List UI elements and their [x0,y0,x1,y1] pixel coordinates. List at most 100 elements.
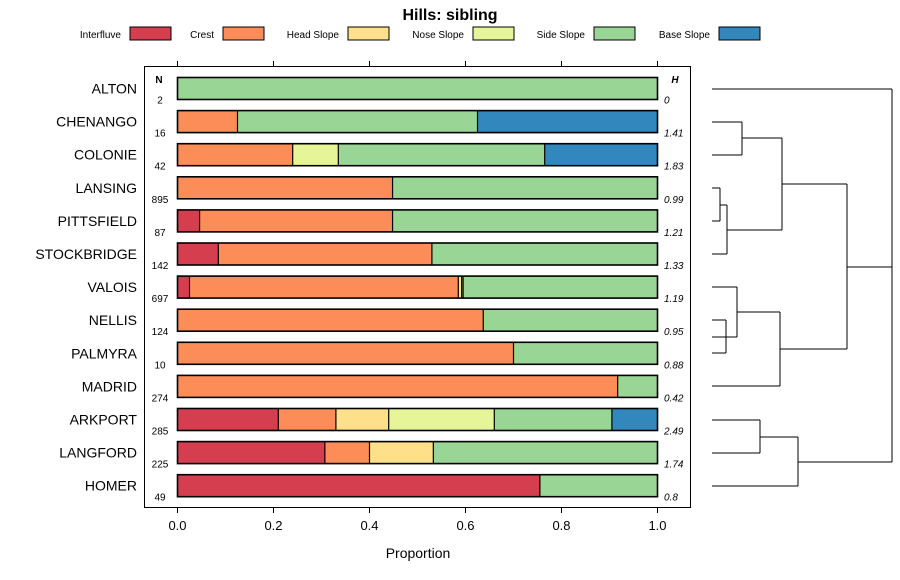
bar-row-madrid: MADRID 274 0.42 [82,374,684,404]
h-value: 1.19 [664,294,684,305]
row-label: PITTSFIELD [58,213,137,229]
bar-segment-crest [177,375,618,398]
bar-row-chenango: CHENANGO 16 1.41 [56,109,683,140]
bar-row-colonie: COLONIE 42 1.83 [74,142,684,173]
legend-swatch-head-slope [347,26,390,41]
h-value: 2.49 [663,427,684,438]
bar-segment-side-slope [392,209,658,232]
bar-row-lansing: LANSING 895 0.99 [76,176,684,206]
row-label: LANSING [76,180,137,196]
plot-frame [144,66,691,508]
bar-row-stockbridge: STOCKBRIDGE 142 1.33 [35,242,684,272]
bar-segment-crest [177,143,293,166]
bar-outline [176,209,659,233]
bar-outline [176,407,659,432]
row-label: HOMER [85,478,137,494]
row-label: ALTON [92,81,137,97]
h-value: 1.33 [664,261,684,272]
bar-segment-side-slope [177,77,658,100]
n-value: 10 [154,360,166,371]
x-tick-label: 0.4 [360,518,378,533]
legend-label-nose-slope: Nose Slope [412,30,464,41]
bar-row-arkport: ARKPORT 285 2.49 [70,407,684,438]
h-value: 0 [664,96,670,107]
legend-swatch-crest [222,26,265,41]
bar-segment-base-slope [611,408,658,431]
bar-row-langford: LANGFORD 225 1.74 [59,440,684,471]
n-value: 285 [152,427,169,438]
n-value: 16 [154,129,166,140]
bar-segment-crest [199,209,393,232]
bar-segment-crest [177,176,393,199]
bar-outline [176,76,659,101]
x-tick-label: 0.2 [264,518,282,533]
h-value: 0.95 [664,327,684,338]
bar-segment-nose-slope [461,276,464,299]
h-value: 0.88 [664,360,684,371]
row-label: STOCKBRIDGE [35,246,137,262]
bar-segment-interfluve [177,441,325,464]
h-value: 1.21 [664,228,683,239]
n-value: 49 [154,493,166,504]
bar-outline [176,440,659,465]
bar-row-alton: ALTON 2 0 [92,76,670,107]
bar-segment-nose-slope [292,143,339,166]
dendrogram [712,88,893,487]
n-value: 142 [152,261,169,272]
bar-segment-crest [177,309,484,332]
bar-outline [176,473,659,498]
legend-label-base-slope: Base Slope [659,30,711,41]
bar-segment-side-slope [431,243,658,265]
n-header: N [155,75,162,86]
row-label: COLONIE [74,147,137,163]
n-value: 87 [154,228,166,239]
n-value: 895 [152,195,169,206]
bar-row-nellis: NELLIS 124 0.95 [89,308,684,338]
bar-segment-crest [324,441,370,464]
row-label: NELLIS [89,312,137,328]
bar-segment-crest [189,276,459,299]
row-label: PALMYRA [71,345,138,361]
legend-label-side-slope: Side Slope [537,30,586,41]
n-value: 2 [157,96,163,107]
bar-segment-side-slope [539,474,658,497]
bar-segment-base-slope [477,110,658,133]
x-tick-label: 1.0 [648,518,666,533]
bar-segment-crest [177,342,514,365]
bar-row-homer: HOMER 49 0.8 [85,473,678,504]
legend-label-interfluve: Interfluve [80,30,122,41]
bar-segment-interfluve [177,276,190,299]
x-axis-label: Proportion [386,545,451,561]
bar-segment-side-slope [483,309,658,332]
bar-outline [176,142,659,167]
x-tick-label: 0.6 [456,518,474,533]
legend-swatch-base-slope [718,26,761,41]
h-value: 1.74 [664,460,684,471]
row-label: VALOIS [87,279,137,295]
bar-row-palmyra: PALMYRA 10 0.88 [71,341,684,371]
bar-segment-crest [218,243,432,265]
legend-swatch-nose-slope [472,26,515,41]
bar-segment-interfluve [177,209,200,232]
row-label: MADRID [82,378,137,394]
n-value: 124 [152,327,169,338]
bar-segment-side-slope [237,110,478,133]
bar-segment-crest [278,408,336,431]
legend-label-head-slope: Head Slope [287,30,340,41]
bar-outline [176,176,659,200]
bar-segment-side-slope [513,342,658,365]
h-value: 0.8 [664,493,678,504]
h-value: 1.83 [664,162,684,173]
chart-title: Hills: sibling [402,7,497,24]
bar-segment-head-slope [335,408,389,431]
row-label: CHENANGO [56,114,137,130]
legend-label-crest: Crest [190,30,214,41]
h-header: H [671,75,679,86]
legend: Interfluve Crest Head Slope Nose Slope Side … [80,26,761,41]
bar-outline [176,308,659,333]
bar-segment-side-slope [463,276,658,299]
bar-row-pittsfield: PITTSFIELD 87 1.21 [58,209,683,239]
bar-segment-interfluve [177,408,279,431]
bar-outline [176,374,659,399]
